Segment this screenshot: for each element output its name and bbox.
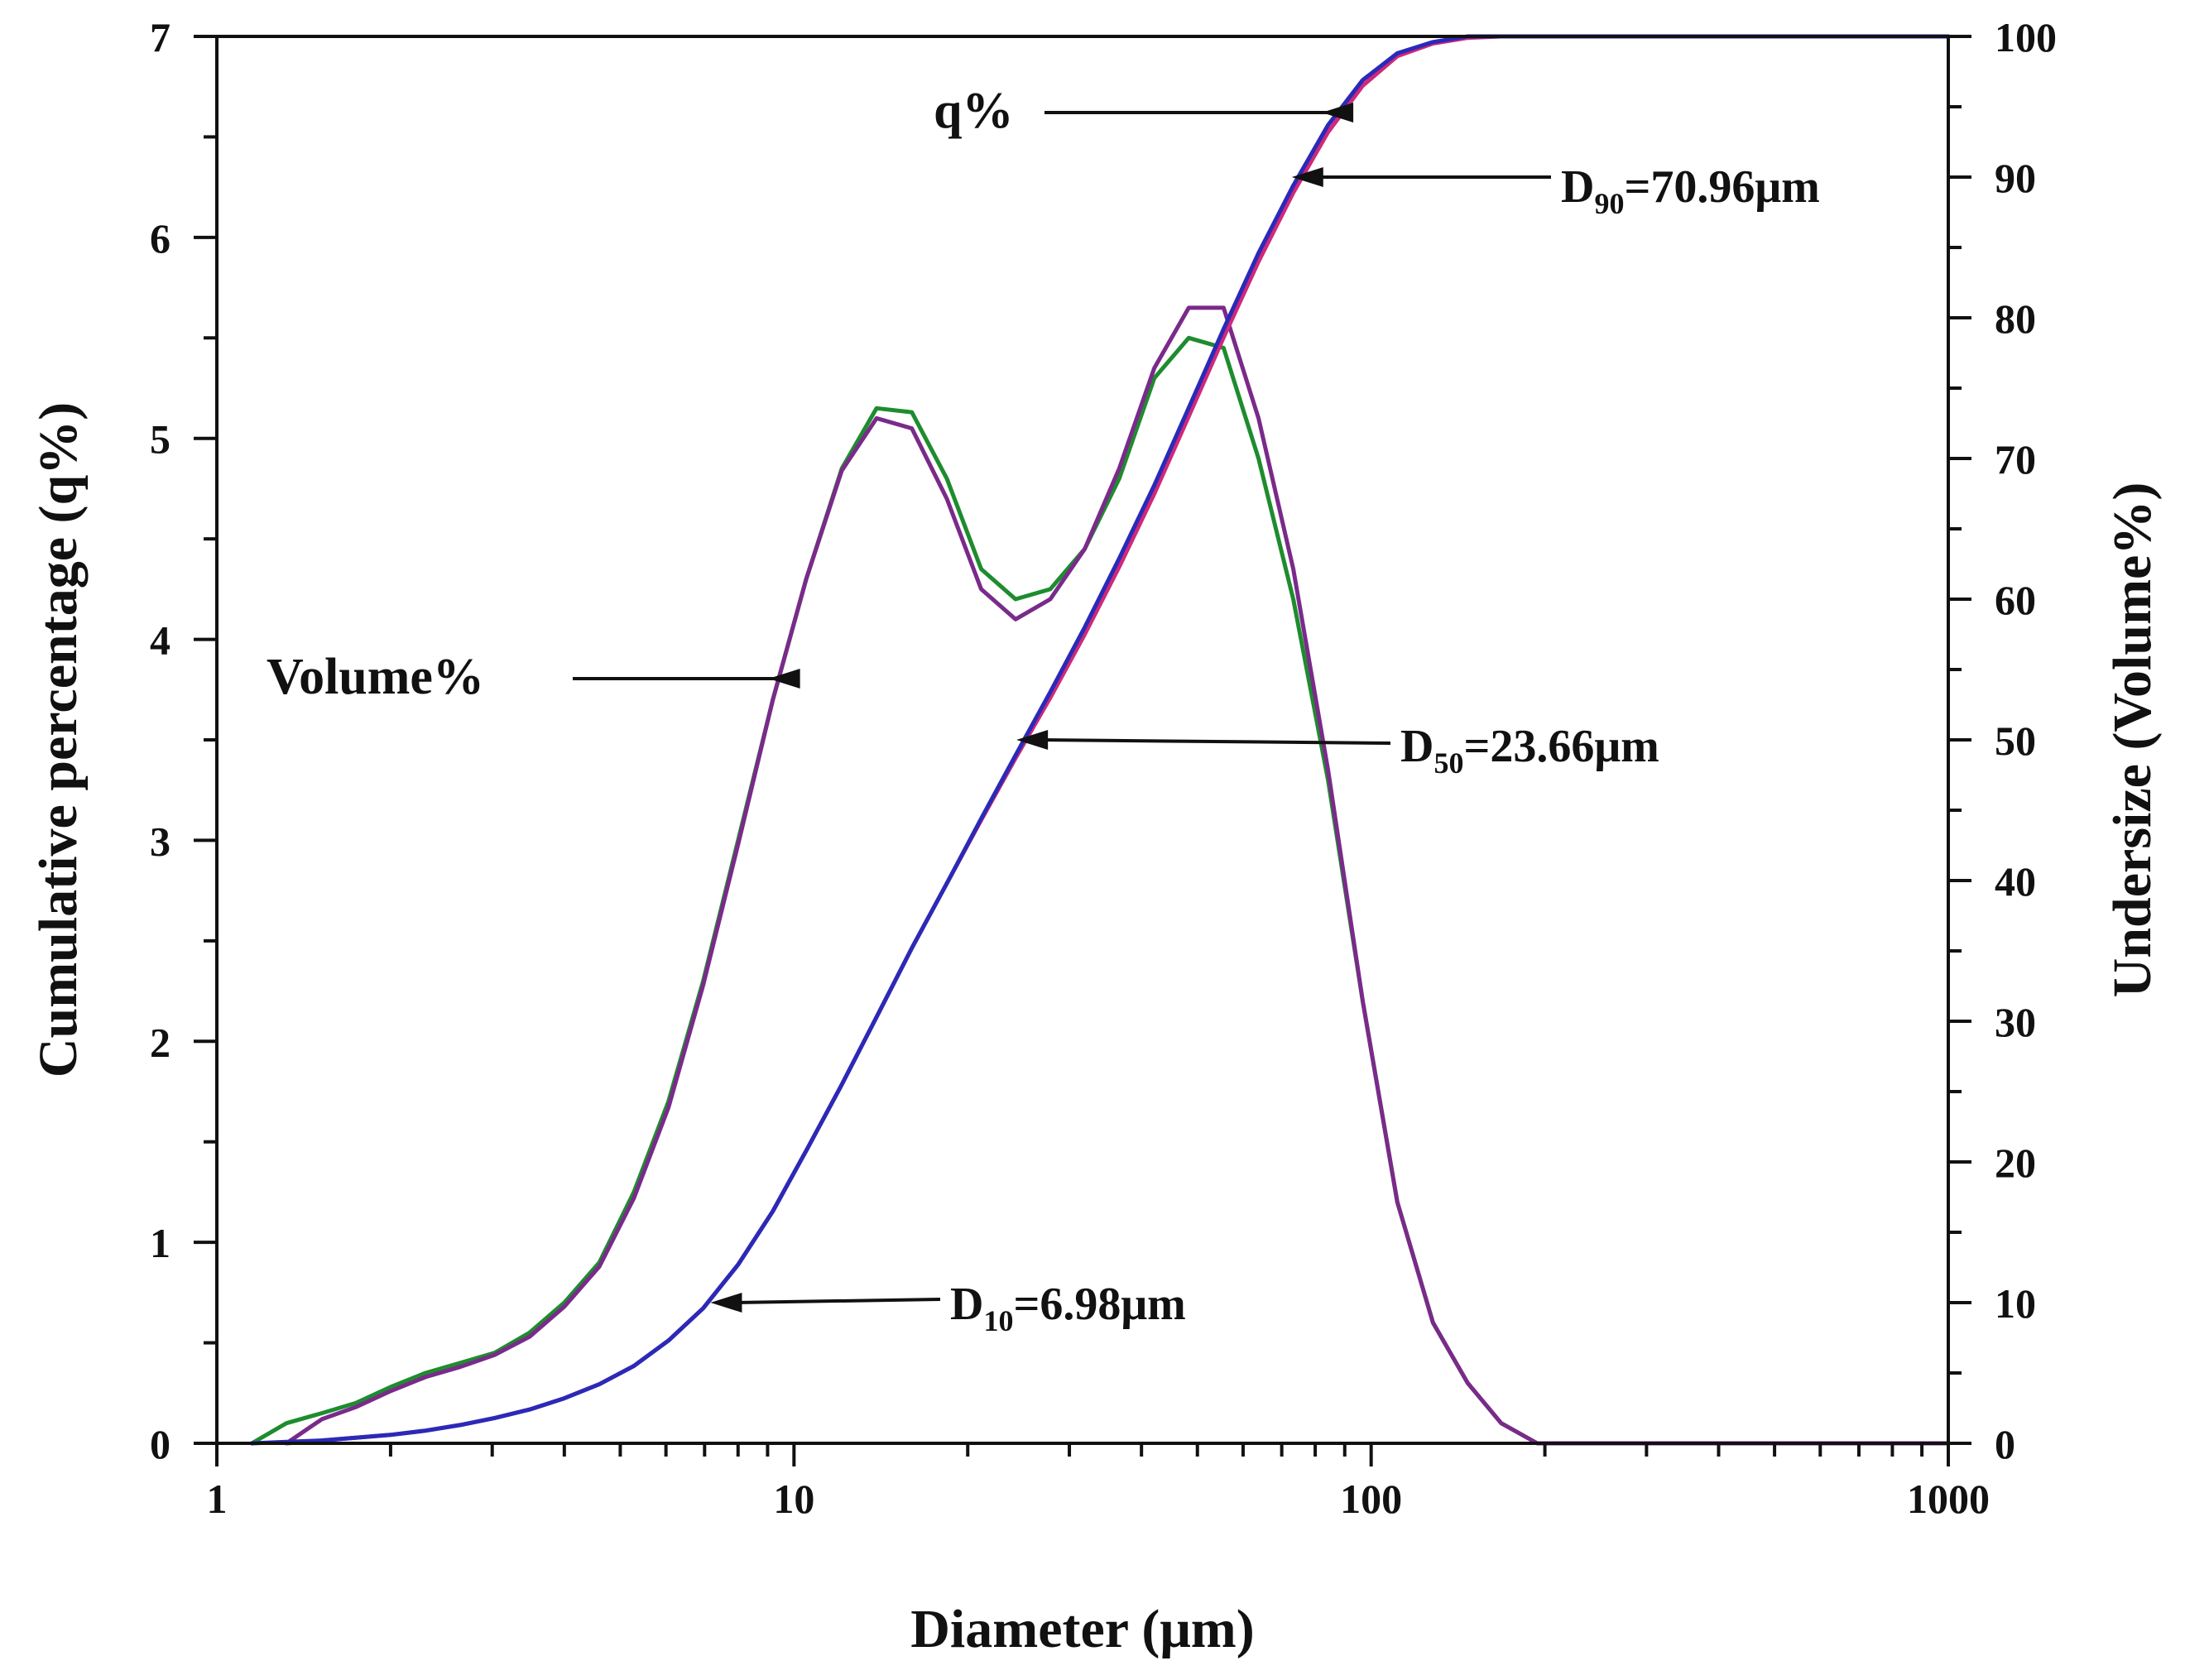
series-layer (249, 34, 1951, 1446)
y-left-tick-label: 6 (150, 215, 170, 262)
y-right-tick-label: 80 (1995, 295, 2036, 342)
d10-rest: =6.98μm (1013, 1279, 1185, 1330)
x-tick-label: 100 (1340, 1476, 1402, 1522)
y-left-tick-label: 0 (150, 1421, 170, 1467)
d90-sub: 90 (1594, 187, 1624, 220)
annotation-volume-label: Volume% (267, 649, 484, 705)
annotation-arrow-line-3 (1041, 738, 1391, 745)
annotation-arrow-line-4 (735, 1298, 941, 1304)
y-right-tick-label: 100 (1995, 14, 2057, 60)
d50-rest: =23.66μm (1463, 721, 1659, 772)
y-left-tick-label: 2 (150, 1019, 170, 1065)
x-axis-title: Diameter (μm) (910, 1599, 1255, 1659)
y-right-axis-title: Undersize (Volume%) (2102, 482, 2163, 998)
y-right-tick-label: 90 (1995, 155, 2036, 201)
d50-sub: 50 (1433, 746, 1463, 780)
annotation-arrows (573, 103, 1551, 1313)
annotation-d50-label: D50=23.66μm (1400, 721, 1659, 780)
d90-main: D (1561, 161, 1594, 213)
series-line-3 (249, 34, 1951, 1446)
y-right-tick-label: 50 (1995, 718, 2036, 764)
y-left-tick-label: 4 (150, 617, 170, 664)
y-right-tick-label: 20 (1995, 1140, 2036, 1186)
series-line-1 (284, 305, 1951, 1446)
y-right-tick-label: 30 (1995, 999, 2036, 1045)
annotation-arrow-head-4 (710, 1293, 742, 1313)
x-tick-label: 1000 (1907, 1476, 1990, 1522)
d10-main: D (950, 1279, 983, 1330)
ticks-layer (194, 35, 1971, 1466)
annotation-q-label: q% (934, 83, 1013, 139)
annotation-d10-label: D10=6.98μm (950, 1279, 1186, 1337)
annotation-arrow-head-0 (1322, 103, 1354, 122)
y-left-tick-label: 7 (150, 14, 170, 60)
d50-main: D (1400, 721, 1433, 772)
y-right-tick-label: 60 (1995, 577, 2036, 623)
y-left-tick-label: 1 (150, 1220, 170, 1266)
y-left-axis-title: Cumulative percentage (q%) (28, 402, 89, 1078)
annotation-arrow-head-2 (1291, 167, 1323, 187)
annotation-arrow-head-1 (768, 669, 800, 689)
y-right-tick-label: 70 (1995, 436, 2036, 482)
x-tick-label: 10 (773, 1476, 814, 1522)
y-left-tick-label: 5 (150, 416, 170, 463)
series-line-0 (249, 335, 1951, 1446)
y-right-tick-label: 40 (1995, 858, 2036, 905)
x-tick-label: 1 (207, 1476, 228, 1522)
d90-rest: =70.96μm (1624, 161, 1819, 213)
d10-sub: 10 (983, 1304, 1013, 1337)
y-right-tick-label: 0 (1995, 1421, 2015, 1467)
y-left-tick-label: 3 (150, 818, 170, 864)
annotation-arrow-head-3 (1016, 730, 1049, 750)
annotation-d90-label: D90=70.96μm (1561, 161, 1820, 220)
y-right-tick-label: 10 (1995, 1280, 2036, 1327)
